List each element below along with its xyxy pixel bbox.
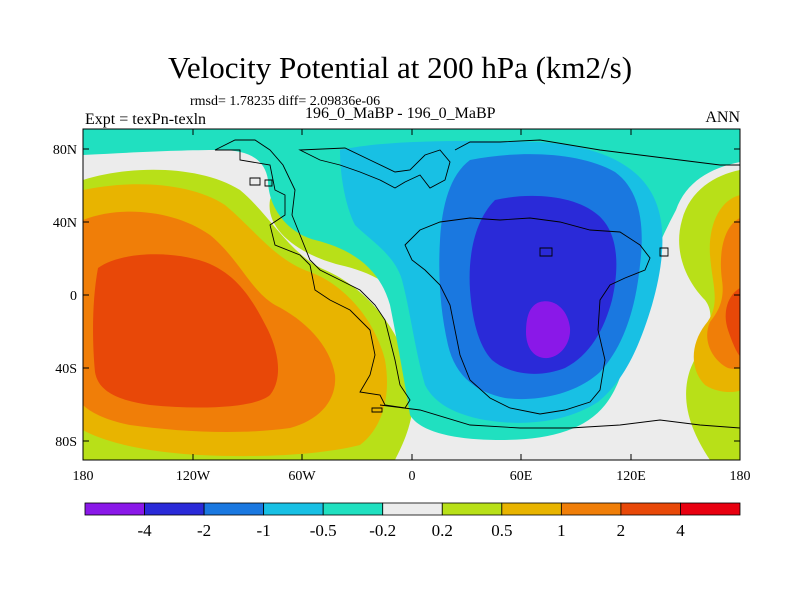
coastline-north bbox=[454, 139, 740, 166]
x-tick-label: 60E bbox=[510, 469, 533, 484]
y-axis: 80N 40N 0 40S 80S bbox=[53, 143, 77, 450]
y-tick-label: 80S bbox=[55, 435, 77, 450]
colorbar: -4 -2 -1 -0.5 -0.2 0.2 0.5 1 2 4 bbox=[84, 502, 741, 540]
colorbar-label: -0.2 bbox=[369, 521, 396, 540]
y-tick-label: 40N bbox=[53, 216, 77, 231]
x-tick-label: 180 bbox=[730, 469, 751, 484]
colorbar-label: -1 bbox=[257, 521, 271, 540]
x-tick-label: 120W bbox=[176, 469, 211, 484]
y-tick-label: 80N bbox=[53, 143, 77, 158]
colorbar-swatch bbox=[322, 502, 384, 516]
x-axis: 180 120W 60W 0 60E 120E 180 bbox=[73, 469, 751, 484]
colorbar-swatch bbox=[84, 502, 145, 516]
colorbar-label: -2 bbox=[197, 521, 211, 540]
axis-ticks bbox=[82, 129, 741, 460]
colorbar-label: -4 bbox=[137, 521, 152, 540]
colorbar-swatch bbox=[144, 502, 205, 516]
coastline-antarctica bbox=[379, 404, 740, 429]
contour-fills bbox=[83, 129, 740, 460]
colorbar-swatch bbox=[560, 502, 622, 516]
colorbar-swatch bbox=[203, 502, 265, 516]
coastline-eurasia bbox=[404, 217, 651, 415]
coastline-greenland bbox=[298, 147, 451, 189]
colorbar-label: 0.5 bbox=[491, 521, 512, 540]
coastline-north-america bbox=[214, 139, 411, 409]
x-tick-label: 180 bbox=[73, 469, 94, 484]
colorbar-swatch bbox=[441, 502, 503, 516]
colorbar-label: 2 bbox=[617, 521, 626, 540]
x-tick-label: 60W bbox=[288, 469, 316, 484]
strong-negative-region bbox=[469, 195, 617, 374]
colorbar-swatch bbox=[501, 502, 562, 516]
colorbar-swatch bbox=[382, 502, 443, 516]
max-positive-east bbox=[725, 288, 740, 356]
experiment-label: Expt = texPn-texln bbox=[85, 111, 207, 128]
colorbar-swatch bbox=[263, 502, 324, 516]
x-tick-label: 120E bbox=[616, 469, 646, 484]
stats-text: rmsd= 1.78235 diff= 2.09836e-06 bbox=[190, 94, 381, 109]
minimum-core bbox=[526, 301, 571, 359]
max-positive-west bbox=[93, 254, 279, 408]
colorbar-label: 4 bbox=[676, 521, 685, 540]
season-label: ANN bbox=[705, 109, 740, 126]
colorbar-label: 0.2 bbox=[432, 521, 453, 540]
y-tick-label: 0 bbox=[70, 289, 77, 304]
coastline-islands bbox=[249, 177, 669, 413]
colorbar-label: 1 bbox=[557, 521, 566, 540]
x-tick-label: 0 bbox=[409, 469, 416, 484]
colorbar-swatch bbox=[620, 502, 681, 516]
colorbar-swatch bbox=[680, 502, 741, 516]
chart-title: Velocity Potential at 200 hPa (km2/s) bbox=[167, 50, 633, 85]
y-tick-label: 40S bbox=[55, 362, 77, 377]
case-label: 196_0_MaBP - 196_0_MaBP bbox=[305, 105, 496, 122]
coastlines bbox=[214, 139, 740, 429]
colorbar-label: -0.5 bbox=[310, 521, 337, 540]
